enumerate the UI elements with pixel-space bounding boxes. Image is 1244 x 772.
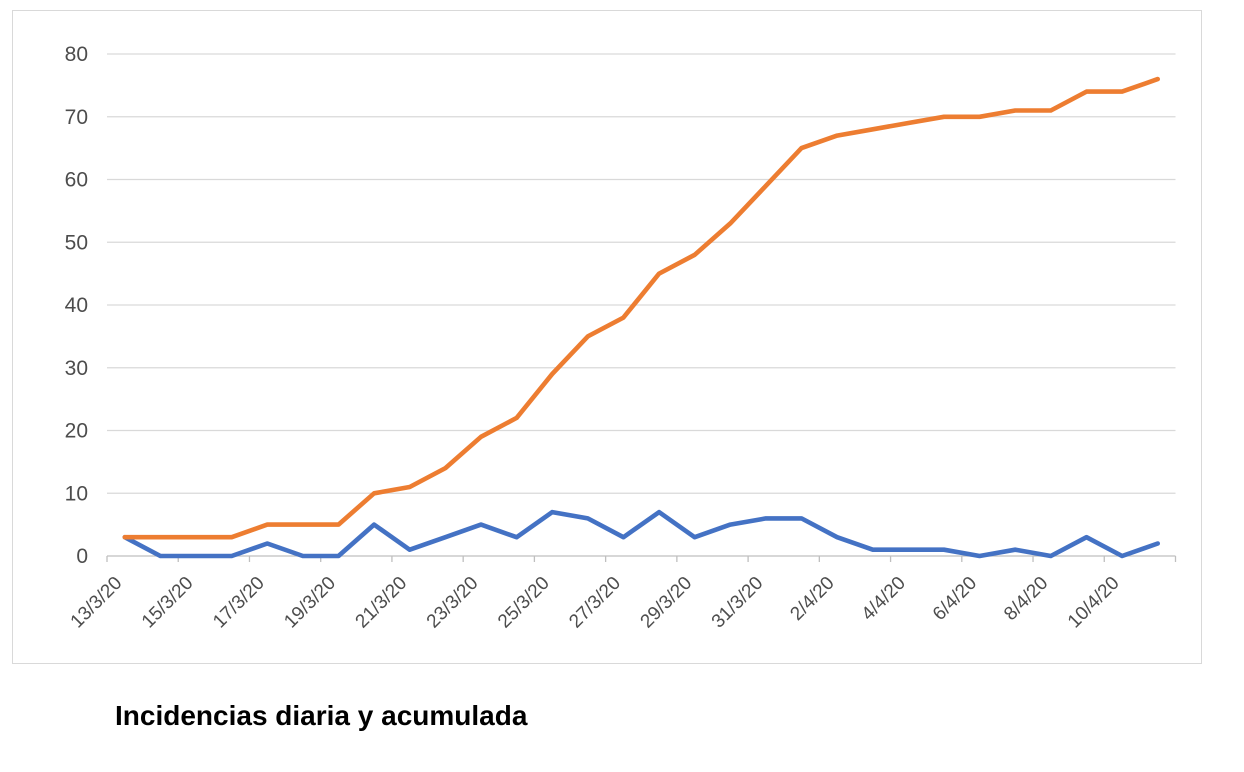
x-tick-label: 8/4/20 bbox=[1000, 573, 1052, 625]
x-tick-label: 27/3/20 bbox=[565, 573, 625, 633]
x-tick-label: 23/3/20 bbox=[423, 573, 483, 633]
y-tick-label: 50 bbox=[65, 231, 88, 254]
y-tick-label: 40 bbox=[65, 294, 88, 317]
y-tick-label: 30 bbox=[65, 357, 88, 380]
x-tick-label: 15/3/20 bbox=[138, 573, 198, 633]
series-acumulada-line bbox=[122, 76, 1160, 540]
y-tick-label: 70 bbox=[65, 106, 88, 129]
chart-title: Incidencias diaria y acumulada bbox=[115, 700, 528, 731]
x-tick-label: 31/3/20 bbox=[708, 573, 768, 633]
x-tick-label: 13/3/20 bbox=[67, 573, 127, 633]
y-tick-label: 0 bbox=[76, 545, 88, 568]
x-tick-label: 10/4/20 bbox=[1064, 573, 1124, 633]
x-tick-label: 4/4/20 bbox=[858, 573, 910, 625]
x-tick-label: 2/4/20 bbox=[786, 573, 838, 625]
x-tick-label: 19/3/20 bbox=[280, 573, 340, 633]
x-tick-label: 21/3/20 bbox=[352, 573, 412, 633]
x-tick-label: 29/3/20 bbox=[637, 573, 697, 633]
series-diaria-line bbox=[122, 509, 1160, 559]
y-tick-label: 20 bbox=[65, 420, 88, 443]
x-tick-label: 6/4/20 bbox=[929, 573, 981, 625]
x-tick-label: 17/3/20 bbox=[209, 573, 269, 633]
x-tick-label: 25/3/20 bbox=[494, 573, 554, 633]
y-tick-label: 60 bbox=[65, 169, 88, 192]
y-tick-label: 10 bbox=[65, 482, 88, 505]
y-tick-label: 80 bbox=[65, 43, 88, 66]
